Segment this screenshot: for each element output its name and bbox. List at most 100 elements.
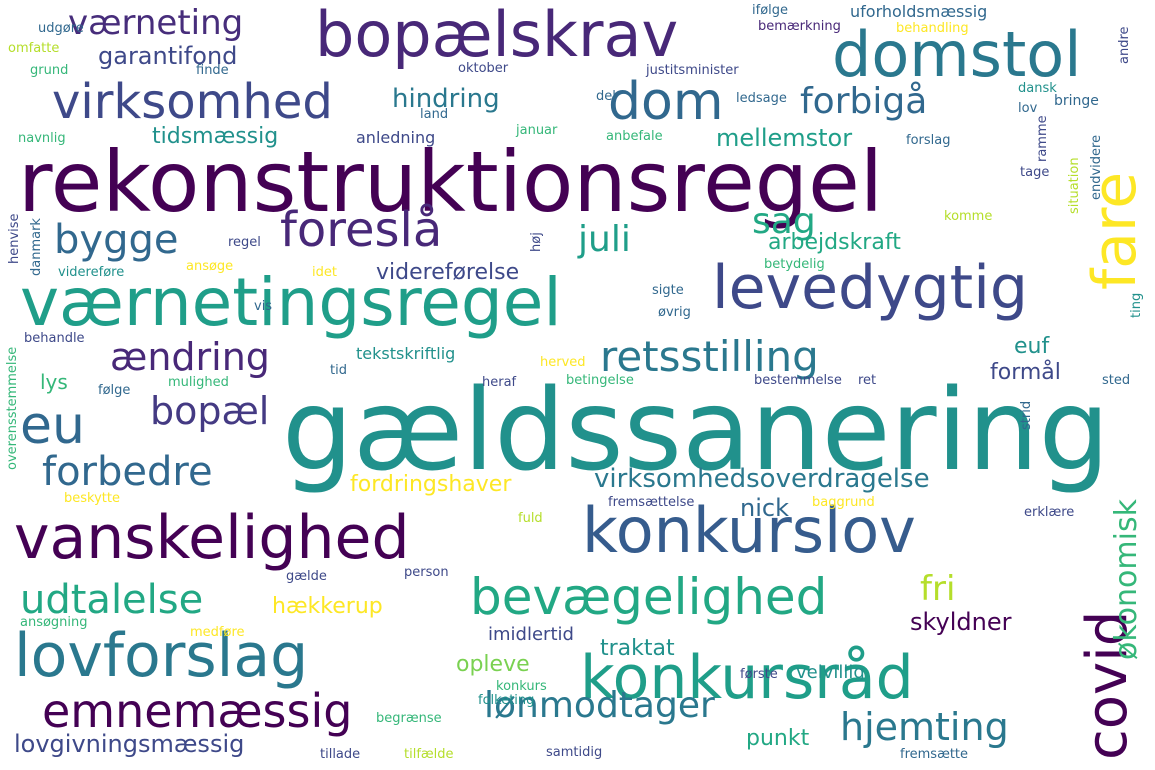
word-emnemaessig: emnemæssig [42, 684, 353, 738]
word-mellemstor: mellemstor [716, 124, 853, 152]
word-tage: tage [1020, 165, 1050, 180]
word-juli: juli [578, 219, 631, 260]
word-dom: dom [608, 72, 724, 132]
word-fordringshaver: fordringshaver [350, 472, 512, 497]
word-del: del [596, 89, 616, 104]
word-tekstskriftlig: tekstskriftlig [356, 344, 456, 363]
word-samtidig: samtidig [546, 745, 603, 760]
word-behandle: behandle [24, 331, 85, 346]
word-begraense: begrænse [376, 711, 442, 726]
word-ansoegning: ansøgning [20, 615, 88, 630]
word-henvise: henvise [7, 213, 22, 264]
word-lovgivningsmaessig: lovgivningsmæssig [14, 730, 245, 758]
word-dansk: dansk [1018, 81, 1057, 96]
word-betydelig: betydelig [764, 257, 825, 272]
word-vaernetingsregel: værnetingsregel [20, 264, 562, 341]
word-heraf: heraf [482, 375, 517, 390]
word-konkursraad: konkursråd [580, 643, 914, 713]
word-omfatte: omfatte [8, 41, 60, 56]
word-virksomhedsoverdragelse: virksomhedsoverdragelse [594, 464, 930, 494]
word-andre: andre [1117, 26, 1132, 64]
word-danmark: danmark [29, 218, 44, 276]
word-bringe: bringe [1054, 93, 1099, 109]
word-ret: ret [858, 373, 877, 388]
word-foerste: første [740, 667, 778, 682]
word-loenmodtager: lønmodtager [484, 685, 715, 726]
word-sag: sag [752, 201, 816, 242]
word-traktat: traktat [600, 636, 675, 661]
word-behandling: behandling [896, 21, 969, 36]
word-regel: regel [228, 235, 261, 250]
word-hindring: hindring [392, 84, 500, 114]
word-tilfaelde: tilfælde [404, 747, 454, 762]
word-ting: ting [1129, 292, 1144, 318]
word-tidsmaessig: tidsmæssig [152, 124, 279, 149]
word-anbefale: anbefale [606, 129, 663, 144]
word-sted: sted [1102, 373, 1131, 388]
word-hjemting: hjemting [840, 705, 1009, 749]
word-opleve: opleve [456, 652, 530, 677]
word-forbigaa: forbigå [800, 81, 928, 122]
word-forbedre: forbedre [42, 449, 213, 495]
word-bopaelskrav: bopælskrav [315, 0, 679, 71]
word-rekonstruktionsregel: rekonstruktionsregel [18, 133, 884, 231]
word-oekonomisk: økonomisk [1109, 499, 1144, 660]
word-viderefoerelse: videreførelse [376, 260, 520, 285]
word-konkurs: konkurs [496, 679, 547, 694]
word-aendring: ændring [110, 335, 270, 379]
word-levedygtig: levedygtig [712, 253, 1028, 323]
word-grund: grund [30, 63, 69, 78]
word-finde: finde [196, 63, 229, 78]
word-udtalelse: udtalelse [20, 577, 204, 623]
word-tillade: tillade [320, 747, 361, 762]
word-komme: komme [944, 209, 993, 224]
word-gaeldssanering: gældssanering [282, 366, 1110, 496]
word-virksomhed: virksomhed [52, 74, 333, 130]
word-baggrund: baggrund [812, 495, 875, 510]
word-overensstemmelse: overensstemmelse [5, 346, 20, 470]
word-medfoere: medføre [190, 625, 245, 640]
word-person: person [404, 565, 449, 580]
word-udgoere: udgøre [38, 21, 84, 36]
word-ifoelge: ifølge [752, 3, 789, 18]
word-vaerneting: værneting [68, 3, 244, 43]
word-situation: situation [1067, 157, 1082, 214]
word-navnlig: navnlig [18, 131, 66, 146]
word-oktober: oktober [458, 61, 509, 76]
word-erklaere: erklære [1024, 505, 1075, 520]
word-viderefoere: videreføre [58, 265, 125, 280]
word-beskytte: beskytte [64, 491, 120, 506]
word-skyldner: skyldner [910, 608, 1012, 636]
word-uforholdsmaessig: uforholdsmæssig [850, 2, 988, 21]
word-domstol: domstol [832, 18, 1082, 91]
word-strid: strid [1019, 400, 1034, 430]
word-fremsaettelse: fremsættelse [608, 495, 695, 510]
word-bevaegelighed: bevægelighed [470, 568, 828, 626]
word-herved: herved [540, 355, 586, 370]
word-sigte: sigte [652, 283, 684, 298]
word-vanskelighed: vanskelighed [14, 503, 410, 573]
word-anledning: anledning [356, 128, 436, 147]
word-nick: nick [740, 494, 789, 522]
word-mulighed: mulighed [168, 375, 229, 390]
word-foreslaa: foreslå [280, 202, 443, 258]
word-justitsminister: justitsminister [646, 63, 739, 78]
word-januar: januar [516, 123, 558, 138]
word-arbejdskraft: arbejdskraft [768, 230, 901, 255]
word-fri: fri [920, 569, 956, 609]
word-fremsaette: fremsætte [900, 747, 969, 762]
word-bopael: bopæl [150, 389, 270, 433]
word-formaal: formål [990, 360, 1061, 385]
word-forslag: forslag [906, 133, 951, 148]
word-ansoege: ansøge [186, 259, 234, 274]
word-bemaerkning: bemærkning [758, 19, 841, 34]
word-konkurslov: konkurslov [582, 494, 916, 567]
word-folketing: folketing [478, 693, 535, 708]
word-eu: eu [20, 396, 85, 456]
word-bygge: bygge [54, 217, 179, 263]
word-vis: vis [254, 299, 273, 314]
word-gaelde: gælde [286, 569, 327, 584]
word-euf: euf [1014, 334, 1050, 359]
word-ramme: ramme [1035, 115, 1050, 162]
